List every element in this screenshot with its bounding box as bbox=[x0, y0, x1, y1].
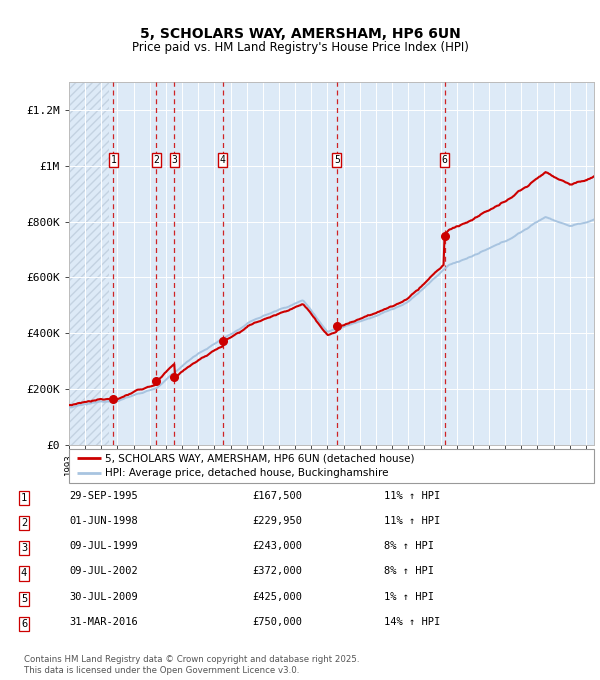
Text: 2: 2 bbox=[21, 518, 27, 528]
Text: 4: 4 bbox=[220, 155, 226, 165]
Text: £229,950: £229,950 bbox=[252, 516, 302, 526]
Text: Contains HM Land Registry data © Crown copyright and database right 2025.
This d: Contains HM Land Registry data © Crown c… bbox=[24, 655, 359, 675]
Text: 14% ↑ HPI: 14% ↑ HPI bbox=[384, 617, 440, 627]
Text: £243,000: £243,000 bbox=[252, 541, 302, 551]
Text: 5, SCHOLARS WAY, AMERSHAM, HP6 6UN: 5, SCHOLARS WAY, AMERSHAM, HP6 6UN bbox=[140, 27, 460, 41]
Text: 6: 6 bbox=[442, 155, 448, 165]
Text: 1% ↑ HPI: 1% ↑ HPI bbox=[384, 592, 434, 602]
Bar bbox=[69, 82, 109, 445]
Text: 5, SCHOLARS WAY, AMERSHAM, HP6 6UN (detached house): 5, SCHOLARS WAY, AMERSHAM, HP6 6UN (deta… bbox=[105, 454, 414, 463]
Text: 01-JUN-1998: 01-JUN-1998 bbox=[69, 516, 138, 526]
Text: 11% ↑ HPI: 11% ↑ HPI bbox=[384, 516, 440, 526]
Text: 29-SEP-1995: 29-SEP-1995 bbox=[69, 491, 138, 501]
Text: Price paid vs. HM Land Registry's House Price Index (HPI): Price paid vs. HM Land Registry's House … bbox=[131, 41, 469, 54]
Text: 5: 5 bbox=[21, 594, 27, 604]
Text: 3: 3 bbox=[21, 543, 27, 554]
Text: 30-JUL-2009: 30-JUL-2009 bbox=[69, 592, 138, 602]
Text: £425,000: £425,000 bbox=[252, 592, 302, 602]
Text: 1: 1 bbox=[21, 493, 27, 503]
Text: 5: 5 bbox=[334, 155, 340, 165]
Text: £167,500: £167,500 bbox=[252, 491, 302, 501]
Bar bbox=[69, 82, 109, 445]
Text: £372,000: £372,000 bbox=[252, 566, 302, 577]
Text: 8% ↑ HPI: 8% ↑ HPI bbox=[384, 566, 434, 577]
Text: 4: 4 bbox=[21, 568, 27, 579]
Text: 6: 6 bbox=[21, 619, 27, 629]
Text: 1: 1 bbox=[110, 155, 116, 165]
Text: 8% ↑ HPI: 8% ↑ HPI bbox=[384, 541, 434, 551]
Text: 2: 2 bbox=[154, 155, 160, 165]
Text: 11% ↑ HPI: 11% ↑ HPI bbox=[384, 491, 440, 501]
Text: 3: 3 bbox=[172, 155, 177, 165]
Text: HPI: Average price, detached house, Buckinghamshire: HPI: Average price, detached house, Buck… bbox=[105, 469, 388, 478]
Text: 09-JUL-2002: 09-JUL-2002 bbox=[69, 566, 138, 577]
Text: 31-MAR-2016: 31-MAR-2016 bbox=[69, 617, 138, 627]
Text: 09-JUL-1999: 09-JUL-1999 bbox=[69, 541, 138, 551]
Text: £750,000: £750,000 bbox=[252, 617, 302, 627]
